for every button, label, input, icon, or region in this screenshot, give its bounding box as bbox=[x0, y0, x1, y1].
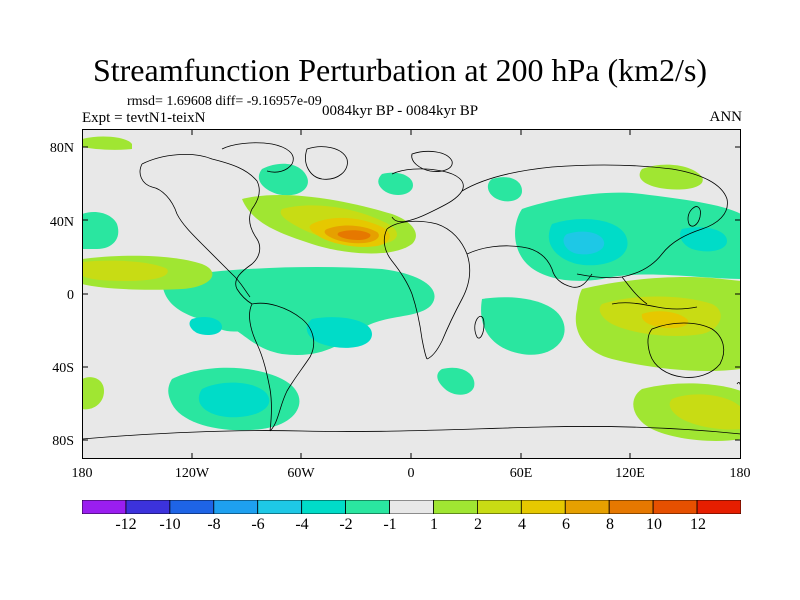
colorbar-swatch bbox=[520, 500, 566, 514]
colorbar-label: 8 bbox=[606, 516, 614, 533]
colorbar-swatch bbox=[433, 500, 478, 514]
colorbar-swatch bbox=[608, 500, 654, 514]
map-plot bbox=[82, 129, 741, 459]
lon-label-180w: 180 bbox=[71, 466, 93, 481]
colorbar-swatch bbox=[476, 500, 522, 514]
colorbar-label: 10 bbox=[646, 516, 662, 533]
lon-label-120w: 120W bbox=[174, 466, 210, 481]
axis-frame bbox=[82, 129, 741, 459]
lon-label-120e: 120E bbox=[615, 466, 645, 481]
colorbar-label: -1 bbox=[383, 516, 397, 533]
colorbar-swatch bbox=[213, 500, 259, 514]
lon-label-60e: 60E bbox=[509, 466, 533, 481]
colorbar-swatch bbox=[564, 500, 610, 514]
colorbar-label: -2 bbox=[339, 516, 353, 533]
lon-label-60w: 60W bbox=[287, 466, 315, 481]
lat-label-eq: 0 bbox=[67, 288, 74, 303]
colorbar-swatch bbox=[257, 500, 303, 514]
coastlines bbox=[82, 142, 741, 440]
lat-label-80s: 80S bbox=[52, 434, 74, 449]
season-label: ANN bbox=[709, 109, 743, 125]
plot-title: Streamfunction Perturbation at 200 hPa (… bbox=[92, 52, 708, 88]
colorbar-swatch bbox=[125, 500, 171, 514]
colorbar-swatch bbox=[169, 500, 215, 514]
colorbar-label: 12 bbox=[690, 516, 706, 533]
colorbar-swatch bbox=[345, 500, 390, 514]
lat-label-40n: 40N bbox=[49, 215, 74, 230]
lat-label-80n: 80N bbox=[49, 141, 74, 156]
colorbar-label: 1 bbox=[430, 516, 438, 533]
colorbar bbox=[82, 500, 741, 514]
colorbar-swatch bbox=[696, 500, 741, 514]
lat-label-40s: 40S bbox=[52, 361, 74, 376]
experiment-label: Expt = tevtN1-teixN bbox=[82, 110, 206, 126]
colorbar-label: 2 bbox=[474, 516, 482, 533]
colorbar-label: -8 bbox=[207, 516, 221, 533]
colorbar-label: 4 bbox=[518, 516, 526, 533]
colorbar-swatch bbox=[82, 500, 127, 514]
colorbar-label: -10 bbox=[159, 516, 181, 533]
lon-label-180e: 180 bbox=[729, 466, 751, 481]
colorbar-label: -4 bbox=[295, 516, 309, 533]
colorbar-swatch bbox=[389, 500, 434, 514]
colorbar-swatch bbox=[301, 500, 346, 514]
lon-label-0: 0 bbox=[407, 466, 415, 481]
stats-text: rmsd= 1.69608 diff= -9.16957e-09 bbox=[127, 94, 322, 109]
colorbar-swatch bbox=[652, 500, 698, 514]
colorbar-label: -6 bbox=[251, 516, 265, 533]
colorbar-label: 6 bbox=[562, 516, 570, 533]
period-label: 0084kyr BP - 0084kyr BP bbox=[322, 103, 479, 119]
colorbar-label: -12 bbox=[115, 516, 137, 533]
